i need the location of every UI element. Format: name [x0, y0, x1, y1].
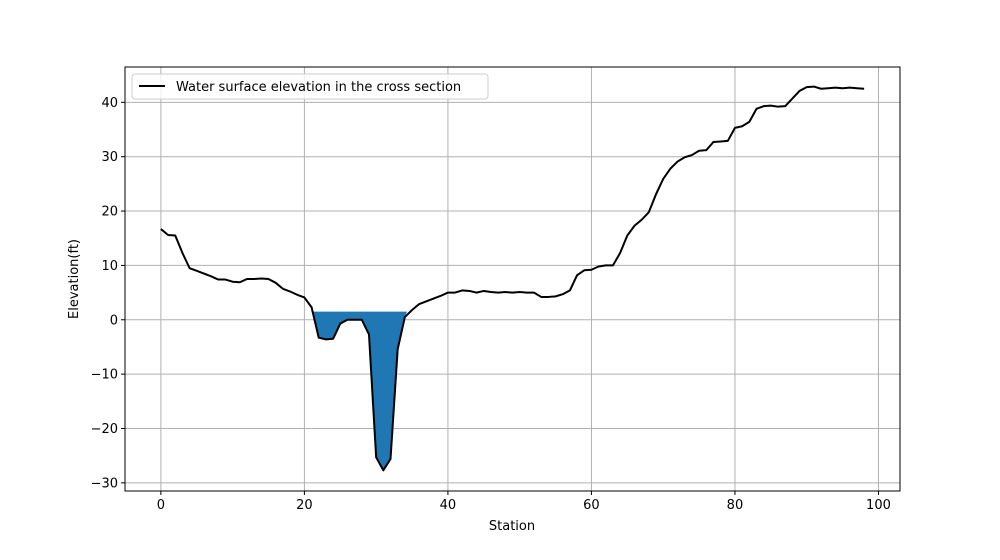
legend-box — [131, 73, 489, 100]
x-tick-label: 40 — [440, 498, 457, 513]
x-tick-label: 80 — [727, 498, 744, 513]
legend: Water surface elevation in the cross sec… — [131, 73, 489, 100]
water-area — [313, 311, 408, 471]
series-lines — [160, 85, 865, 472]
y-tick-label: −10 — [91, 368, 118, 383]
y-axis-label: Elevation(ft) — [67, 239, 82, 319]
series-line-water-surface — [160, 85, 865, 472]
x-tick-label: 60 — [583, 498, 600, 513]
x-tick-label: 0 — [157, 498, 165, 513]
x-tick-label: 20 — [296, 498, 313, 513]
y-tick-label: 0 — [110, 313, 118, 328]
y-tick-label: −30 — [91, 476, 118, 491]
y-tick-label: −20 — [91, 422, 118, 437]
x-axis-ticks: 0 20 40 60 80 100 — [157, 491, 891, 513]
y-tick-label: 40 — [101, 96, 118, 111]
y-axis-ticks: −30 −20 −10 0 10 20 30 40 — [91, 96, 125, 491]
y-tick-label: 30 — [101, 150, 118, 165]
x-axis-label: Station — [489, 519, 535, 534]
water-fill — [313, 311, 408, 471]
y-tick-label: 20 — [101, 205, 118, 220]
legend-label: Water surface elevation in the cross sec… — [176, 80, 461, 95]
plot-frame — [124, 66, 901, 492]
y-tick-label: 10 — [101, 259, 118, 274]
x-tick-label: 100 — [866, 498, 891, 513]
grid — [125, 67, 900, 491]
